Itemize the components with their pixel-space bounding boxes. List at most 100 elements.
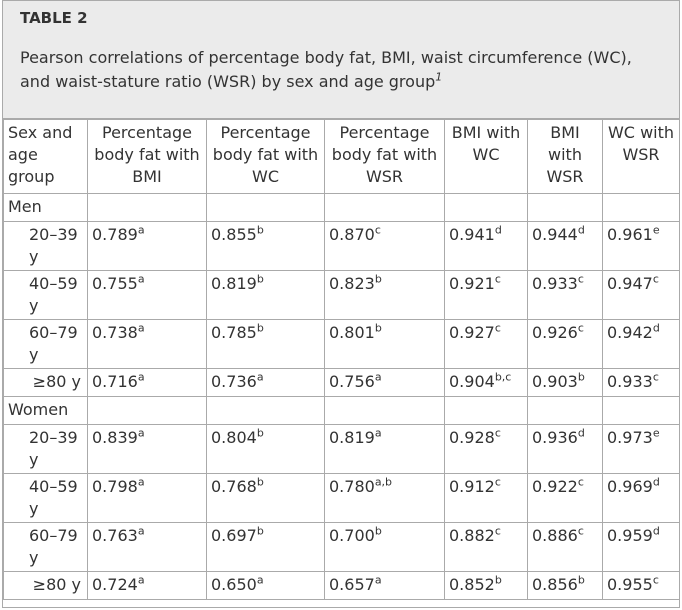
value-cell: 0.904b,c [444, 368, 528, 397]
cell-superscript: a [137, 321, 145, 335]
cell-superscript: b [374, 321, 382, 335]
value-cell: 0.823b [324, 270, 445, 320]
value-cell: 0.700b [324, 522, 445, 572]
cell-superscript: b [256, 272, 264, 286]
value-cell: 0.736a [206, 368, 325, 397]
value-cell: 0.855b [206, 221, 325, 271]
value-cell: 0.789a [87, 221, 207, 271]
group-label: Women [3, 396, 88, 425]
cell-superscript: d [652, 321, 660, 335]
row-label-text: 60–79 y [29, 526, 78, 567]
cell-superscript: b [256, 321, 264, 335]
cell-value: 0.716 [92, 372, 138, 391]
cell-value: 0.755 [92, 274, 138, 293]
cell-superscript: b [256, 223, 264, 237]
value-cell: 0.801b [324, 319, 445, 369]
cell-value: 0.852 [449, 575, 495, 594]
cell-value: 0.738 [92, 323, 138, 342]
value-cell: 0.738a [87, 319, 207, 369]
value-cell: 0.755a [87, 270, 207, 320]
value-cell: 0.926c [527, 319, 603, 369]
value-cell: 0.936d [527, 424, 603, 474]
cell-superscript: b [577, 370, 585, 384]
cell-superscript: a [374, 370, 382, 384]
empty-cell [324, 396, 445, 425]
cell-superscript: c [494, 321, 501, 335]
value-cell: 0.944d [527, 221, 603, 271]
row-label: ≥80 y [3, 368, 88, 397]
cell-superscript: a [137, 370, 145, 384]
value-cell: 0.716a [87, 368, 207, 397]
cell-superscript: a [256, 370, 264, 384]
cell-superscript: c [577, 321, 584, 335]
empty-cell [324, 193, 445, 222]
cell-superscript: c [494, 426, 501, 440]
row-label-text: 40–59 y [29, 274, 78, 315]
row-label-text: 40–59 y [29, 477, 78, 518]
cell-value: 0.856 [532, 575, 578, 594]
empty-cell [87, 193, 207, 222]
value-cell: 0.947c [602, 270, 680, 320]
cell-value: 0.926 [532, 323, 578, 342]
data-row: 60–79 y 0.738a 0.785b 0.801b 0.927c 0.926c 0.9… [3, 319, 680, 369]
table-header: TABLE 2 Pearson correlations of percenta… [3, 1, 679, 119]
value-cell: 0.969d [602, 473, 680, 523]
cell-value: 0.870 [329, 225, 375, 244]
row-label-text: 20–39 y [29, 225, 78, 266]
cell-value: 0.657 [329, 575, 375, 594]
empty-cell [87, 396, 207, 425]
cell-superscript: c [494, 272, 501, 286]
value-cell: 0.912c [444, 473, 528, 523]
row-label: 60–79 y [3, 319, 88, 369]
value-cell: 0.856b [527, 571, 603, 600]
cell-superscript: a [137, 272, 145, 286]
value-cell: 0.804b [206, 424, 325, 474]
empty-cell [602, 193, 680, 222]
cell-value: 0.928 [449, 428, 495, 447]
cell-superscript: c [577, 475, 584, 489]
cell-superscript: c [494, 524, 501, 538]
data-row: ≥80 y 0.724a 0.650a 0.657a 0.852b 0.856b 0.955… [3, 571, 680, 600]
row-label: 20–39 y [3, 424, 88, 474]
cell-value: 0.933 [607, 372, 653, 391]
value-cell: 0.768b [206, 473, 325, 523]
cell-superscript: a [256, 573, 264, 587]
empty-cell [527, 396, 603, 425]
cell-superscript: b [577, 573, 585, 587]
cell-superscript: b [256, 426, 264, 440]
cell-superscript: a [137, 223, 145, 237]
data-row: 20–39 y 0.839a 0.804b 0.819a 0.928c 0.936d 0.9… [3, 424, 680, 474]
column-header: Sex and age group [3, 119, 88, 194]
row-label: 40–59 y [3, 270, 88, 320]
cell-value: 0.936 [532, 428, 578, 447]
cell-value: 0.724 [92, 575, 138, 594]
value-cell: 0.959d [602, 522, 680, 572]
table-label: TABLE 2 [20, 9, 88, 27]
group-label: Men [3, 193, 88, 222]
empty-cell [206, 193, 325, 222]
value-cell: 0.756a [324, 368, 445, 397]
cell-value: 0.927 [449, 323, 495, 342]
cell-value: 0.804 [211, 428, 257, 447]
value-cell: 0.780a,b [324, 473, 445, 523]
cell-value: 0.780 [329, 477, 375, 496]
cell-value: 0.941 [449, 225, 495, 244]
cell-superscript: b [256, 475, 264, 489]
table-caption: Pearson correlations of percentage body … [20, 46, 662, 94]
row-label-text: 60–79 y [29, 323, 78, 364]
value-cell: 0.839a [87, 424, 207, 474]
cell-superscript: b [256, 524, 264, 538]
cell-value: 0.904 [449, 372, 495, 391]
cell-value: 0.839 [92, 428, 138, 447]
empty-cell [444, 193, 528, 222]
row-label: 40–59 y [3, 473, 88, 523]
cell-value: 0.697 [211, 526, 257, 545]
header-row: Sex and age group Percentage body fat wit… [3, 119, 680, 194]
cell-value: 0.785 [211, 323, 257, 342]
column-header: Percentage body fat with BMI [87, 119, 207, 194]
cell-superscript: a [137, 475, 145, 489]
cell-value: 0.819 [329, 428, 375, 447]
column-header: BMI with WSR [527, 119, 603, 194]
cell-value: 0.650 [211, 575, 257, 594]
value-cell: 0.882c [444, 522, 528, 572]
